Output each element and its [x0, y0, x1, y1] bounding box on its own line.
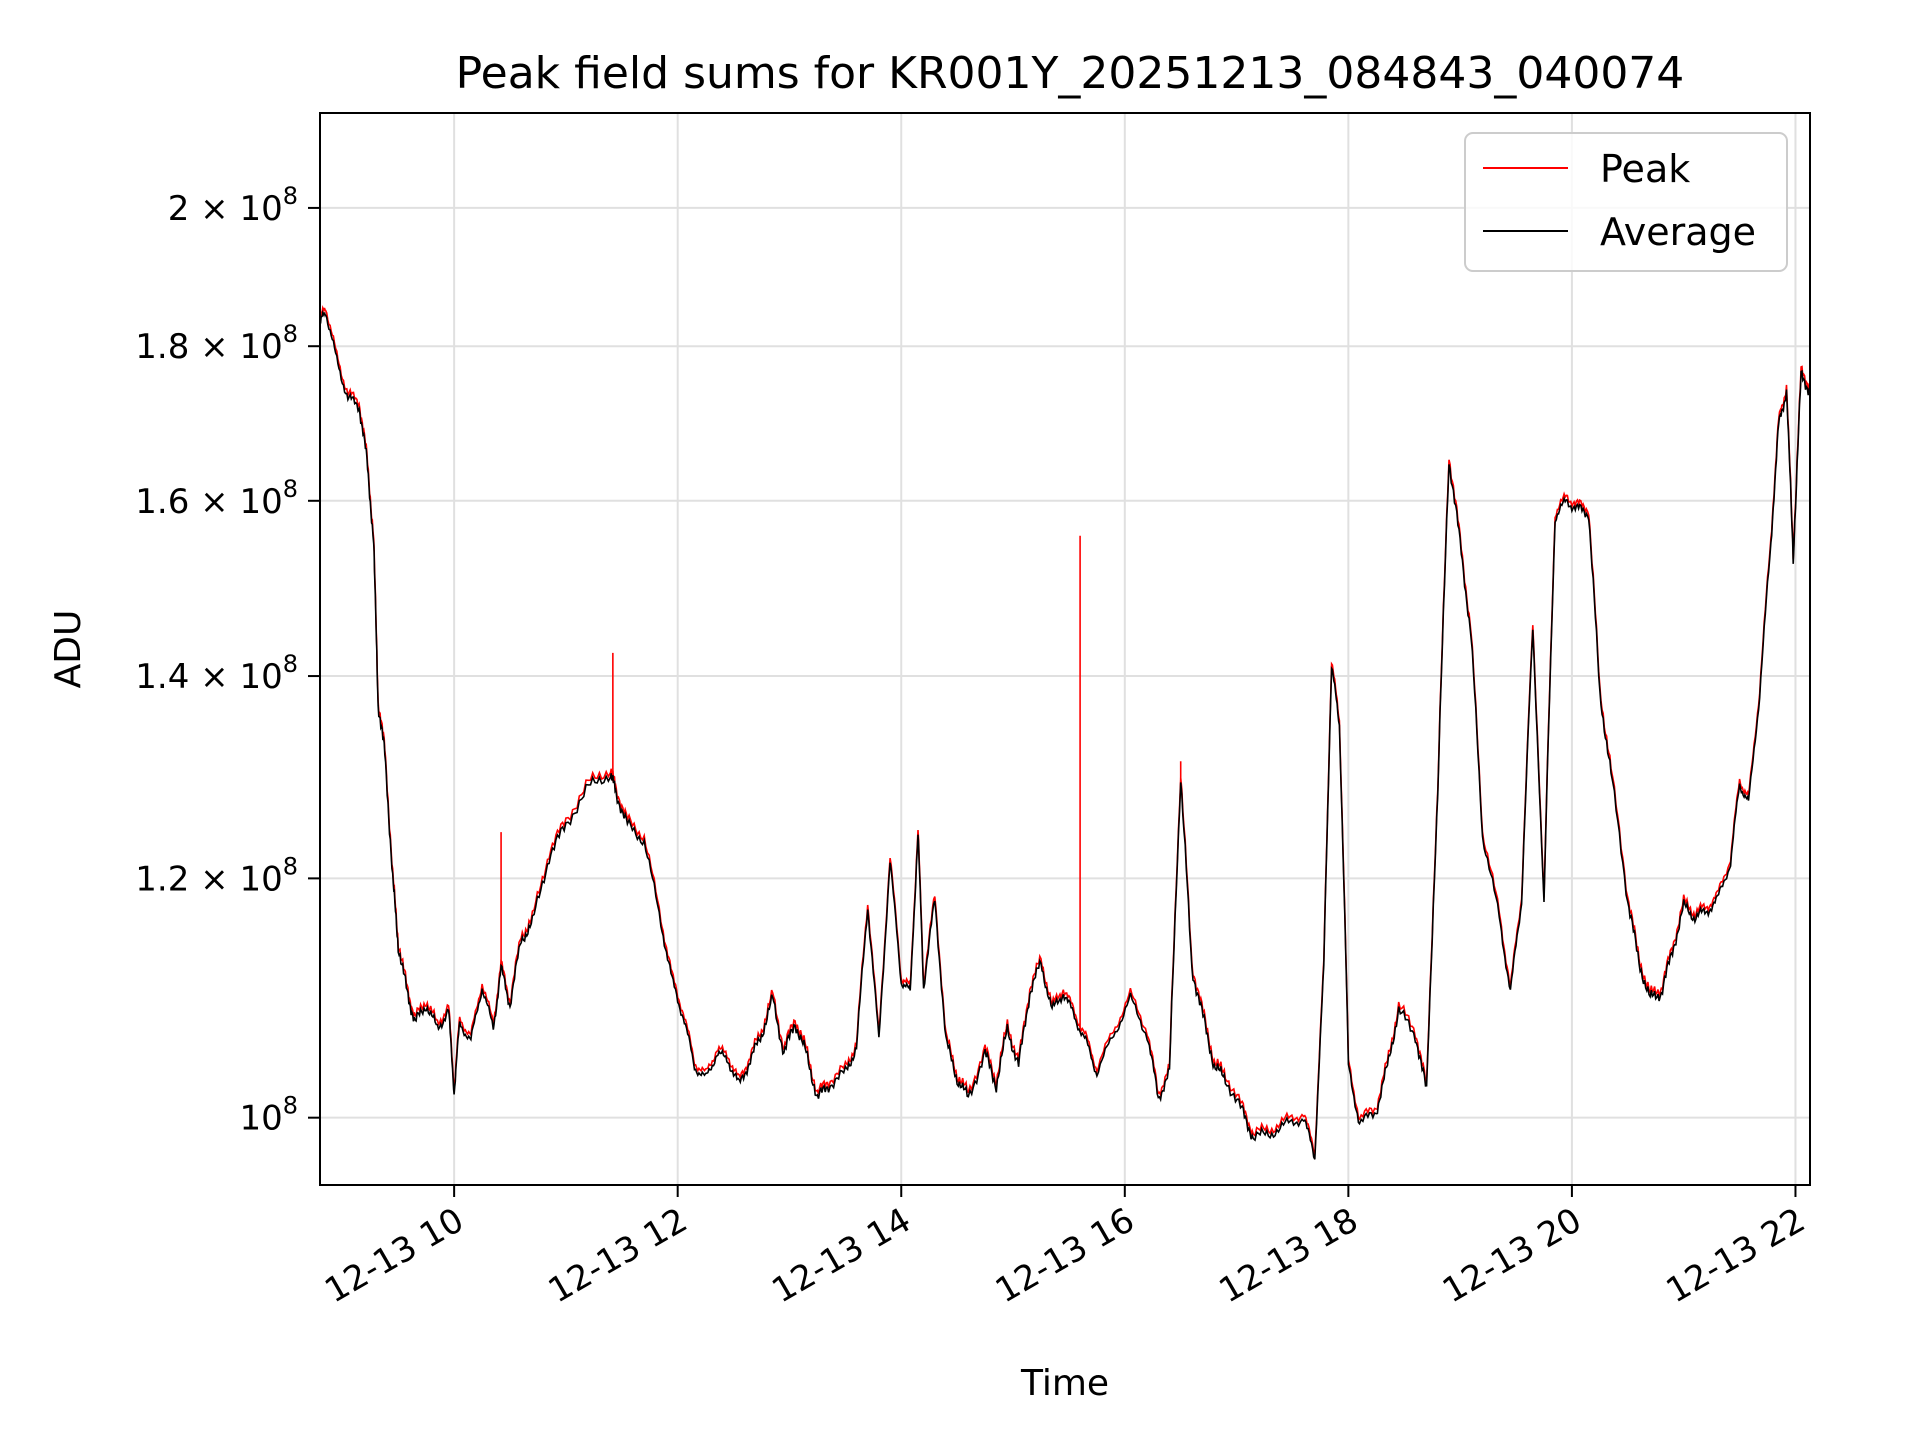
y-tick-label: 1.6 × 108	[135, 475, 298, 522]
plot-frame	[319, 112, 1811, 1186]
y-tick-label: 108	[239, 1092, 298, 1139]
x-axis-label: Time	[1020, 1363, 1109, 1404]
series-layer	[320, 113, 1810, 1160]
y-tick-label: 1.4 × 108	[135, 650, 298, 697]
y-axis: 108 1.2 × 108 1.4 × 108 1.6 × 108 1.8 × 108 2…	[135, 182, 320, 1139]
series-line-average	[320, 309, 1810, 1160]
y-axis-label: ADU	[48, 610, 89, 689]
chart-title: Peak field sums for KR001Y_20251213_0848…	[456, 48, 1685, 99]
y-tick-label: 2 × 108	[168, 182, 298, 229]
legend: Peak Average	[1464, 132, 1788, 272]
legend-label-average: Average	[1600, 210, 1756, 254]
y-tick-label: 1.8 × 108	[135, 320, 298, 367]
y-tick-label: 1.2 × 108	[135, 852, 298, 899]
series-line-peak	[320, 305, 1810, 1156]
legend-label-peak: Peak	[1600, 147, 1690, 191]
